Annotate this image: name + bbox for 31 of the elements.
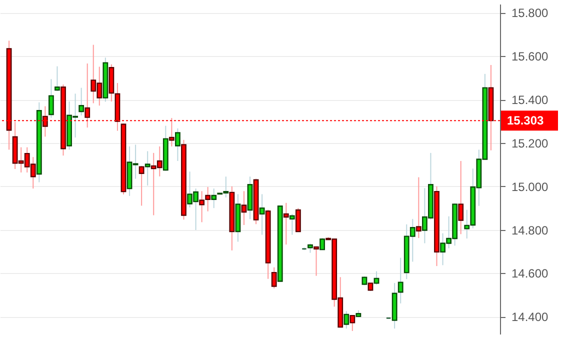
candlestick — [144, 150, 150, 186]
candlestick — [374, 270, 380, 285]
candlestick — [259, 194, 265, 236]
candlestick — [295, 208, 301, 232]
candlestick — [350, 314, 356, 332]
y-tick-label: 14.800 — [512, 223, 549, 238]
candlestick — [271, 266, 277, 289]
candlestick — [398, 257, 404, 304]
candlestick — [211, 188, 217, 209]
candlestick — [289, 213, 295, 236]
candlestick — [138, 165, 144, 206]
y-tick-label: 15.200 — [512, 136, 549, 150]
candlestick — [283, 202, 289, 246]
y-tick-label: 14.600 — [512, 266, 549, 281]
candlestick — [241, 190, 247, 226]
candlestick — [48, 78, 54, 118]
candlestick — [314, 246, 319, 276]
candlestick — [416, 176, 422, 239]
candlestick — [54, 66, 60, 92]
y-tick-label: 15.400 — [512, 93, 549, 108]
candlestick — [458, 160, 464, 235]
y-tick-label: 15.000 — [512, 180, 549, 194]
candlestick — [344, 310, 350, 330]
ref-line-label: 15.303 — [507, 114, 544, 128]
y-tick-label: 14.400 — [512, 310, 549, 324]
candlestick — [308, 243, 313, 254]
y-tick-label: 15.600 — [512, 50, 549, 64]
candlestick — [320, 238, 325, 250]
candlestick — [175, 128, 180, 162]
y-tick-label: 15.800 — [512, 6, 549, 20]
candlestick — [78, 87, 84, 116]
